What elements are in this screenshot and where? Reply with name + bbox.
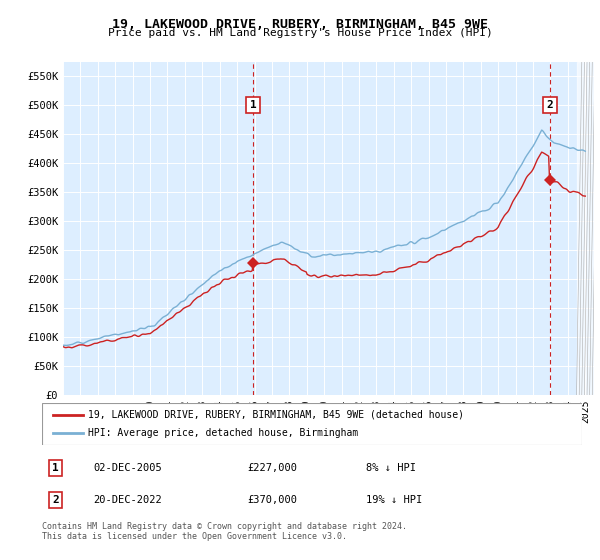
Text: HPI: Average price, detached house, Birmingham: HPI: Average price, detached house, Birm… xyxy=(88,428,358,438)
Text: 02-DEC-2005: 02-DEC-2005 xyxy=(94,463,162,473)
Text: £370,000: £370,000 xyxy=(247,495,297,505)
Text: Price paid vs. HM Land Registry's House Price Index (HPI): Price paid vs. HM Land Registry's House … xyxy=(107,28,493,38)
Text: 19, LAKEWOOD DRIVE, RUBERY, BIRMINGHAM, B45 9WE: 19, LAKEWOOD DRIVE, RUBERY, BIRMINGHAM, … xyxy=(112,18,488,31)
Text: 8% ↓ HPI: 8% ↓ HPI xyxy=(366,463,416,473)
Text: 19, LAKEWOOD DRIVE, RUBERY, BIRMINGHAM, B45 9WE (detached house): 19, LAKEWOOD DRIVE, RUBERY, BIRMINGHAM, … xyxy=(88,410,464,420)
Text: £227,000: £227,000 xyxy=(247,463,297,473)
Text: 1: 1 xyxy=(250,100,256,110)
Text: 19% ↓ HPI: 19% ↓ HPI xyxy=(366,495,422,505)
Text: 1: 1 xyxy=(52,463,59,473)
Text: Contains HM Land Registry data © Crown copyright and database right 2024.
This d: Contains HM Land Registry data © Crown c… xyxy=(42,522,407,542)
Text: 20-DEC-2022: 20-DEC-2022 xyxy=(94,495,162,505)
Text: 2: 2 xyxy=(52,495,59,505)
Text: 2: 2 xyxy=(547,100,553,110)
